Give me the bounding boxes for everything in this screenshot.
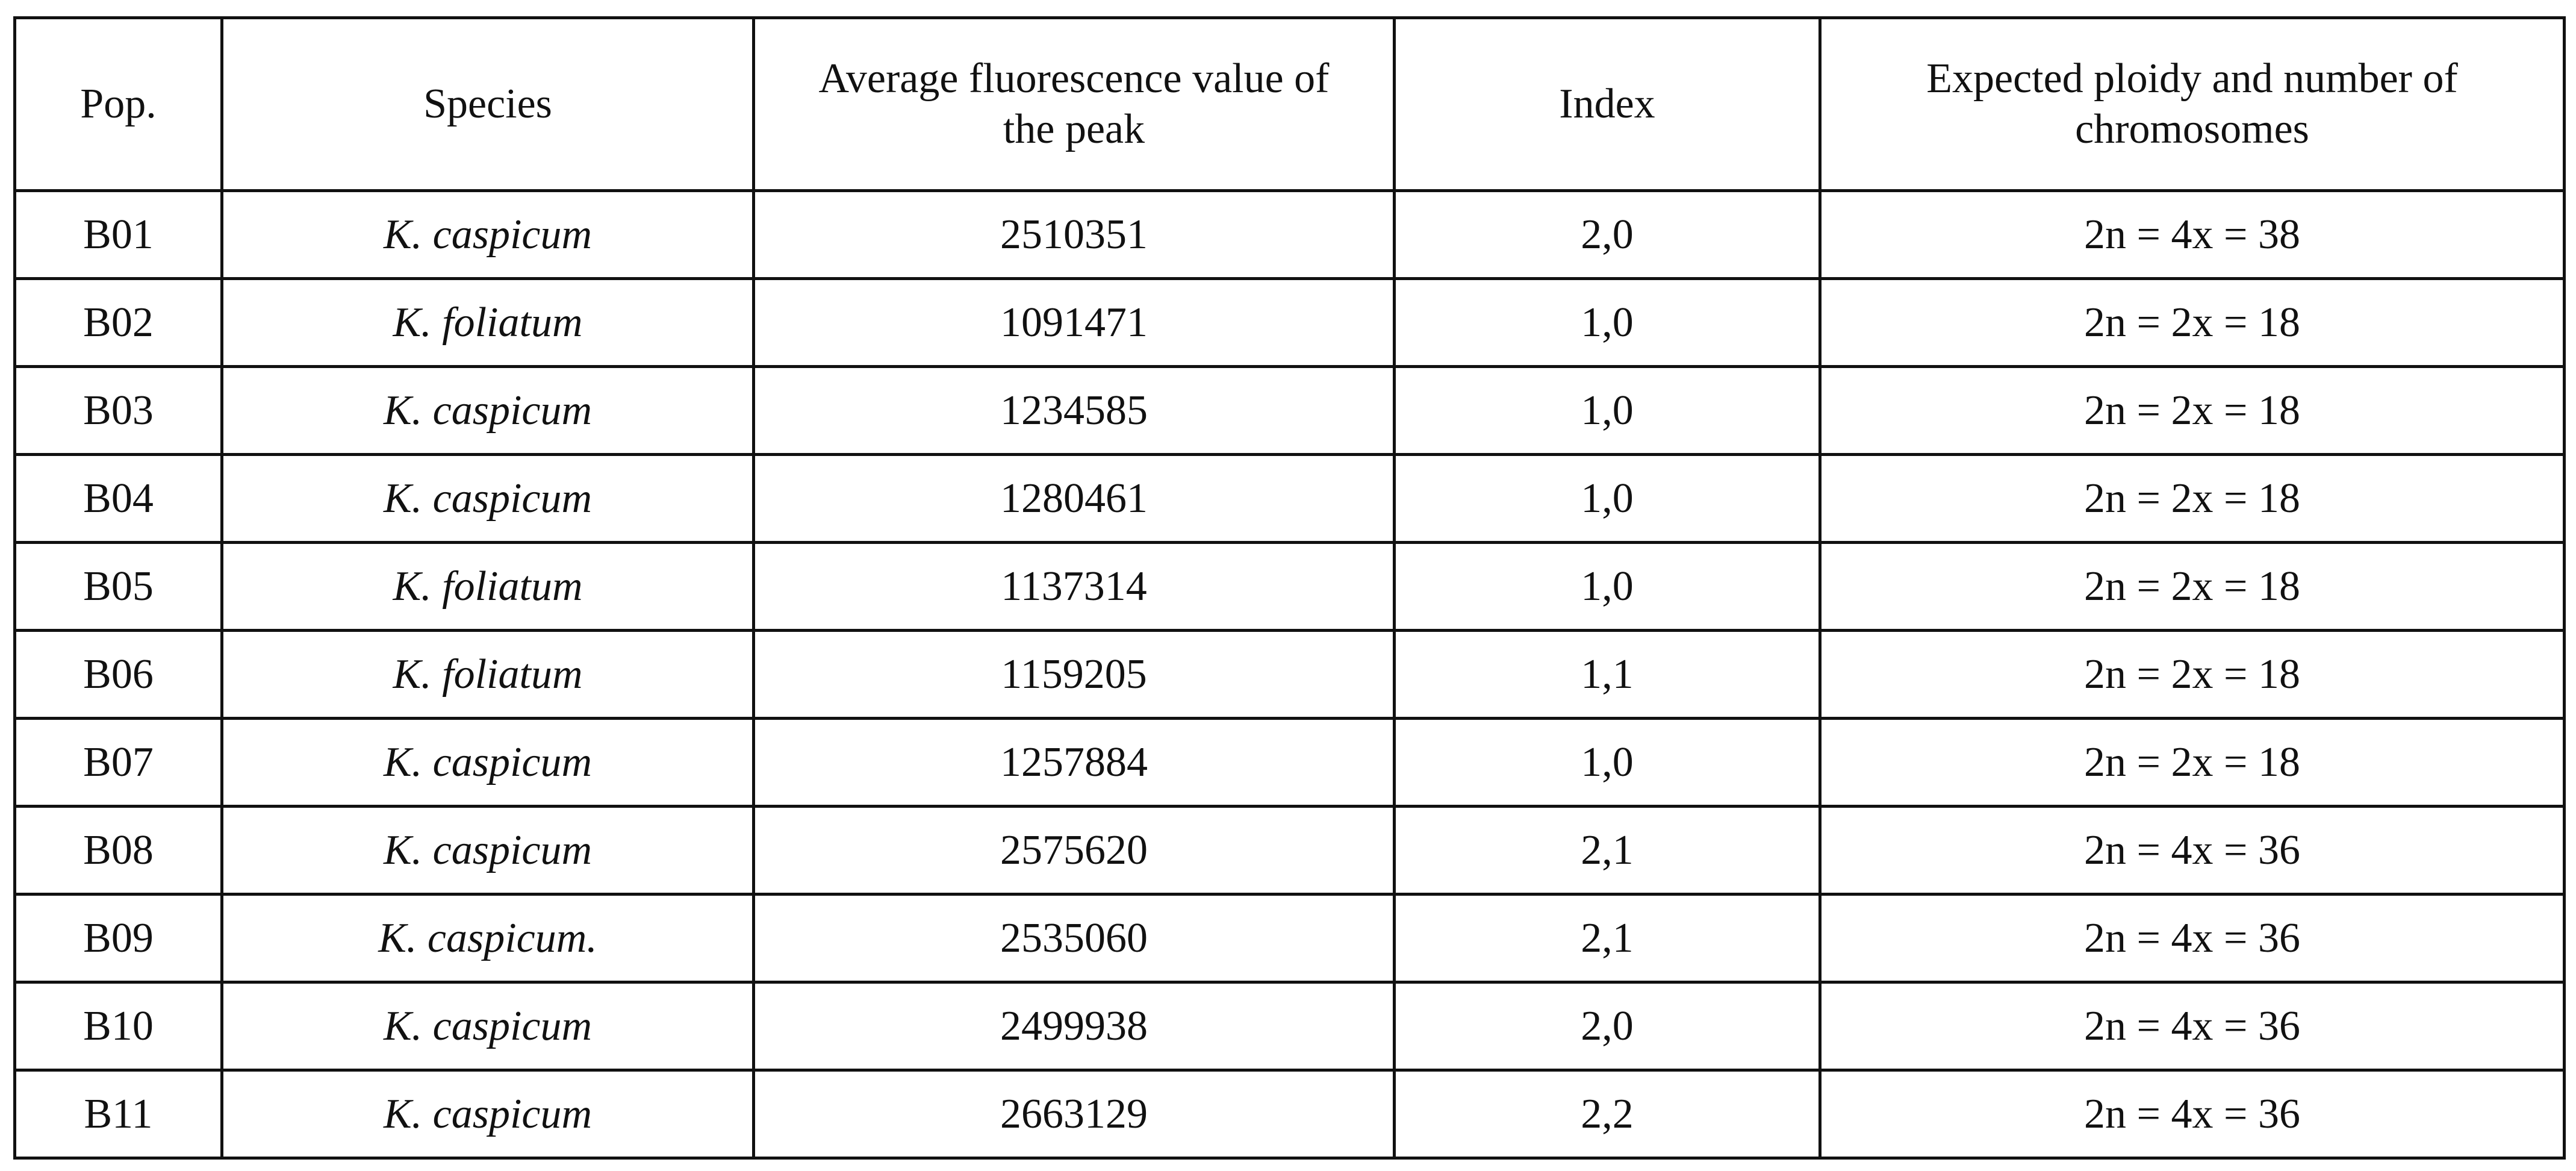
table-cell: 2575620: [752, 805, 1396, 896]
table-cell: 2n = 4x = 36: [1818, 1069, 2566, 1160]
table-cell: B09: [13, 893, 223, 984]
table-cell: 1,0: [1393, 277, 1822, 368]
table-cell: 2,0: [1393, 981, 1822, 1072]
table-cell: 1280461: [752, 453, 1396, 544]
species-cell: K. caspicum: [220, 1069, 755, 1160]
species-cell: K. caspicum.: [220, 893, 755, 984]
table-cell: 2n = 2x = 18: [1818, 717, 2566, 808]
table-row: B06 K. foliatum 1159205 1,1 2n = 2x = 18: [13, 629, 2566, 720]
table-cell: 2n = 4x = 36: [1818, 805, 2566, 896]
table-cell: 2n = 2x = 18: [1818, 365, 2566, 456]
header-cell: Average fluorescence value of the peak: [752, 16, 1396, 192]
table-cell: 2510351: [752, 189, 1396, 280]
table-cell: 1,0: [1393, 717, 1822, 808]
table-header: Pop. Species Average fluorescence value of…: [13, 16, 2566, 192]
table-row: B04 K. caspicum 1280461 1,0 2n = 2x = 18: [13, 453, 2566, 544]
species-cell: K. caspicum: [220, 453, 755, 544]
table-row: B05 K. foliatum 1137314 1,0 2n = 2x = 18: [13, 541, 2566, 632]
table-cell: 1257884: [752, 717, 1396, 808]
header-text: Average fluorescence value of the peak: [818, 55, 1330, 152]
table-cell: 2663129: [752, 1069, 1396, 1160]
table-cell: 1159205: [752, 629, 1396, 720]
table-row: B08 K. caspicum 2575620 2,1 2n = 4x = 36: [13, 805, 2566, 896]
header-cell: Expected ploidy and number of chromosome…: [1818, 16, 2566, 192]
table-row: B03 K. caspicum 1234585 1,0 2n = 2x = 18: [13, 365, 2566, 456]
species-cell: K. foliatum: [220, 277, 755, 368]
table-cell: B10: [13, 981, 223, 1072]
table-row: B01 K. caspicum 2510351 2,0 2n = 4x = 38: [13, 189, 2566, 280]
table-row: B07 K. caspicum 1257884 1,0 2n = 2x = 18: [13, 717, 2566, 808]
table-row: B11 K. caspicum 2663129 2,2 2n = 4x = 36: [13, 1069, 2566, 1160]
table-cell: B01: [13, 189, 223, 280]
header-text: Pop.: [80, 81, 157, 127]
table-cell: B08: [13, 805, 223, 896]
table-cell: 2n = 2x = 18: [1818, 629, 2566, 720]
species-cell: K. caspicum: [220, 717, 755, 808]
header-cell: Pop.: [13, 16, 223, 192]
table-cell: B07: [13, 717, 223, 808]
table-cell: 2,1: [1393, 805, 1822, 896]
table-cell: 1,0: [1393, 541, 1822, 632]
table-cell: 2n = 2x = 18: [1818, 541, 2566, 632]
table-cell: B02: [13, 277, 223, 368]
table-cell: 2n = 4x = 36: [1818, 893, 2566, 984]
table-cell: 1,1: [1393, 629, 1822, 720]
species-cell: K. caspicum: [220, 365, 755, 456]
table-cell: 2535060: [752, 893, 1396, 984]
table-cell: 1234585: [752, 365, 1396, 456]
species-cell: K. foliatum: [220, 629, 755, 720]
header-text: Index: [1559, 81, 1655, 127]
table-cell: 2n = 2x = 18: [1818, 453, 2566, 544]
table-cell: 2,2: [1393, 1069, 1822, 1160]
table-cell: 1091471: [752, 277, 1396, 368]
table-cell: 1,0: [1393, 365, 1822, 456]
table-cell: 2n = 4x = 38: [1818, 189, 2566, 280]
table-row: B09 K. caspicum. 2535060 2,1 2n = 4x = 36: [13, 893, 2566, 984]
header-cell: Species: [220, 16, 755, 192]
table-body: B01 K. caspicum 2510351 2,0 2n = 4x = 38 B02 K…: [13, 189, 2566, 1160]
table-cell: 2499938: [752, 981, 1396, 1072]
table-cell: 2,0: [1393, 189, 1822, 280]
table-cell: 2n = 2x = 18: [1818, 277, 2566, 368]
table-row: B02 K. foliatum 1091471 1,0 2n = 2x = 18: [13, 277, 2566, 368]
table-cell: B06: [13, 629, 223, 720]
header-row: Pop. Species Average fluorescence value of…: [13, 16, 2566, 192]
table-cell: 2,1: [1393, 893, 1822, 984]
header-text: Expected ploidy and number of chromosome…: [1926, 55, 2458, 152]
species-cell: K. caspicum: [220, 189, 755, 280]
header-cell: Index: [1393, 16, 1822, 192]
table-cell: 1137314: [752, 541, 1396, 632]
data-table: Pop. Species Average fluorescence value of…: [13, 16, 2566, 1160]
table-cell: B03: [13, 365, 223, 456]
species-cell: K. caspicum: [220, 981, 755, 1072]
header-text: Species: [423, 81, 552, 127]
table-cell: 2n = 4x = 36: [1818, 981, 2566, 1072]
table-cell: B05: [13, 541, 223, 632]
table-cell: B04: [13, 453, 223, 544]
table-row: B10 K. caspicum 2499938 2,0 2n = 4x = 36: [13, 981, 2566, 1072]
table-cell: B11: [13, 1069, 223, 1160]
species-cell: K. foliatum: [220, 541, 755, 632]
species-cell: K. caspicum: [220, 805, 755, 896]
table-cell: 1,0: [1393, 453, 1822, 544]
